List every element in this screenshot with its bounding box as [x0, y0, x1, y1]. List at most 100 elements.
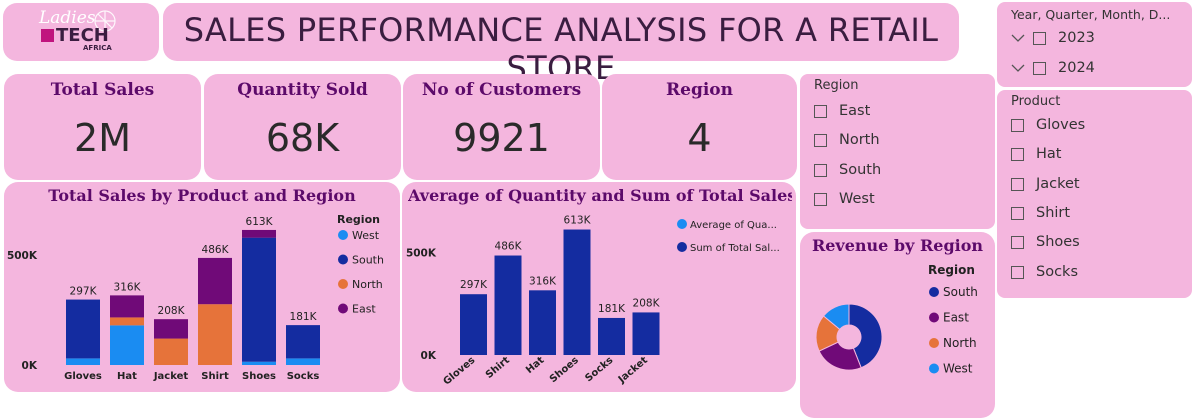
product-item-hat[interactable]: Hat: [1011, 146, 1061, 162]
region-label: South: [839, 162, 882, 178]
x-tick-label: Gloves: [64, 371, 102, 382]
chart-revenue-by-region: Revenue by Region Region South East North We…: [800, 232, 995, 418]
region-slicer: Region East North South West: [800, 74, 995, 229]
bar-segment-east: [198, 257, 232, 305]
legend-marker: [338, 254, 348, 265]
chart-avg-quantity-sum-sales: Average of Quantity and Sum of Total Sal…: [402, 182, 796, 392]
product-label: Socks: [1036, 264, 1078, 280]
chevron-down-icon[interactable]: [1011, 63, 1025, 73]
legend-title: Region: [337, 213, 380, 226]
region-label: East: [839, 103, 871, 119]
legend-marker: [338, 230, 348, 240]
product-slicer: Product Gloves Hat Jacket Shirt Shoes So…: [997, 90, 1192, 298]
region-label: North: [839, 132, 880, 148]
checkbox[interactable]: [814, 133, 827, 147]
logo-card: Ladies TECH AFRICA: [3, 3, 159, 61]
checkbox[interactable]: [1011, 235, 1024, 249]
data-label: 208K: [633, 297, 661, 309]
kpi-title: Total Sales: [50, 80, 155, 100]
product-label: Gloves: [1036, 117, 1086, 133]
data-label: 208K: [158, 305, 186, 317]
checkbox[interactable]: [1011, 265, 1024, 279]
x-tick-label: Hat: [117, 371, 137, 382]
year-item-2023[interactable]: 2023: [1011, 30, 1095, 46]
product-item-jacket[interactable]: Jacket: [1011, 176, 1080, 192]
year-label: 2023: [1058, 30, 1095, 46]
data-label: 486K: [495, 241, 523, 253]
legend-marker: [677, 219, 687, 229]
donut-slice-south: [848, 303, 883, 369]
kpi-value: 9921: [453, 116, 550, 160]
x-tick-label: Socks: [287, 371, 320, 382]
product-item-shoes[interactable]: Shoes: [1011, 234, 1080, 250]
chart-title: Average of Quantity and Sum of Total Sal…: [408, 186, 792, 205]
bar-segment-west: [66, 358, 100, 365]
year-slicer: Year, Quarter, Month, D... 2023 2024: [997, 2, 1192, 87]
checkbox[interactable]: [814, 163, 827, 177]
data-label: 613K: [246, 216, 274, 228]
region-item-west[interactable]: West: [814, 191, 875, 207]
product-label: Shoes: [1036, 234, 1080, 250]
product-slicer-title: Product: [1011, 94, 1061, 109]
donut-slice-west: [822, 303, 850, 331]
product-label: Hat: [1036, 146, 1062, 162]
chevron-down-icon[interactable]: [1011, 33, 1025, 43]
kpi-total-sales: Total Sales 2M: [4, 74, 201, 180]
x-tick-label: Hat: [524, 355, 546, 376]
checkbox[interactable]: [1011, 118, 1024, 132]
header-card: SALES PERFORMANCE ANALYSIS FOR A RETAIL …: [163, 3, 959, 87]
bar-segment-south: [242, 237, 276, 362]
bar-segment-east: [110, 295, 144, 318]
legend-label: Average of Qua...: [690, 220, 777, 231]
checkbox[interactable]: [814, 104, 827, 118]
legend-label: East: [943, 311, 969, 325]
kpi-title: No of Customers: [421, 80, 582, 100]
data-label: 613K: [564, 215, 592, 227]
checkbox[interactable]: [1011, 147, 1024, 161]
product-item-shirt[interactable]: Shirt: [1011, 205, 1070, 221]
y-tick-label: 500K: [406, 248, 437, 260]
legend-marker: [338, 303, 348, 314]
bar: [494, 255, 522, 355]
year-label: 2024: [1058, 60, 1095, 76]
legend-label: West: [352, 229, 380, 242]
bar-segment-south: [286, 325, 320, 359]
stacked-bar-chart: 0K 500K 297K Gloves 316K Hat 208K Jacket 486K Shi…: [7, 213, 384, 382]
product-item-socks[interactable]: Socks: [1011, 264, 1078, 280]
region-item-north[interactable]: North: [814, 132, 880, 148]
logo-square: [41, 29, 54, 42]
bar-segment-west: [242, 361, 276, 365]
product-item-gloves[interactable]: Gloves: [1011, 117, 1085, 133]
region-label: West: [839, 191, 875, 207]
kpi-quantity-sold: Quantity Sold 68K: [204, 74, 401, 180]
region-item-east[interactable]: East: [814, 103, 870, 119]
checkbox[interactable]: [1011, 177, 1024, 191]
data-label: 316K: [114, 281, 142, 293]
year-slicer-title: Year, Quarter, Month, D...: [1011, 7, 1171, 22]
logo-line3: AFRICA: [83, 44, 112, 52]
checkbox[interactable]: [1033, 61, 1046, 75]
legend-marker: [929, 363, 939, 374]
x-tick-label: Gloves: [441, 355, 477, 388]
x-tick-label: Jacket: [616, 355, 650, 386]
legend-label: West: [943, 362, 973, 376]
product-label: Jacket: [1036, 176, 1080, 192]
bar: [460, 294, 487, 355]
chart-title: Revenue by Region: [811, 236, 984, 255]
kpi-title: Quantity Sold: [237, 80, 368, 100]
bar-segment-north: [110, 317, 144, 326]
logo-emblem: [94, 10, 116, 32]
bar-segment-east: [154, 319, 188, 339]
data-label: 297K: [460, 279, 488, 291]
checkbox[interactable]: [1011, 206, 1024, 220]
checkbox[interactable]: [1033, 31, 1046, 45]
bar-segment-east: [242, 229, 276, 238]
logo-line2: TECH: [41, 25, 109, 46]
data-label: 181K: [290, 311, 318, 323]
checkbox[interactable]: [814, 192, 827, 206]
x-tick-label: Socks: [583, 355, 615, 384]
legend-marker: [929, 338, 939, 348]
region-item-south[interactable]: South: [814, 162, 881, 178]
year-item-2024[interactable]: 2024: [1011, 60, 1095, 76]
data-label: 181K: [598, 303, 626, 315]
